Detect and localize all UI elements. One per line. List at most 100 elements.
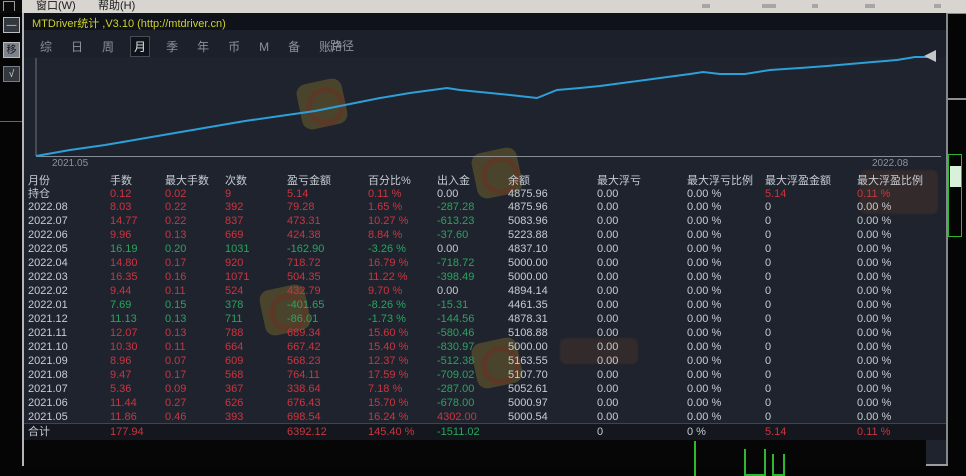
table-row[interactable]: 2021.09 8.96 0.07 609 568.23 12.37 % -512.38 51… bbox=[0, 354, 966, 368]
table-cell: 4875.96 bbox=[508, 187, 548, 200]
column-header[interactable]: 出入金 bbox=[437, 175, 470, 187]
table-cell: 626 bbox=[225, 396, 244, 409]
column-header[interactable]: 最大浮盈金额 bbox=[765, 175, 831, 187]
table-cell: 0.16 bbox=[165, 271, 187, 284]
table-cell: 5163.55 bbox=[508, 354, 548, 367]
table-cell: 79.28 bbox=[287, 201, 315, 214]
move-button[interactable]: 移 bbox=[3, 42, 20, 58]
check-button[interactable]: √ bbox=[3, 66, 20, 82]
table-cell: 0.13 bbox=[165, 327, 187, 339]
table-cell: 473.31 bbox=[287, 215, 321, 228]
column-header[interactable]: 余额 bbox=[508, 175, 530, 187]
table-row[interactable]: 2022.05 16.19 0.20 1031 -162.90 -3.26 % 0.00 48… bbox=[0, 242, 966, 256]
tab-备[interactable]: 备 bbox=[288, 40, 301, 54]
table-row[interactable]: 2022.02 9.44 0.11 524 432.79 9.70 % 0.00 4894.1… bbox=[0, 284, 966, 298]
table-cell: 0 bbox=[765, 382, 772, 395]
table-row[interactable]: 2022.04 14.80 0.17 920 718.72 16.79 % -718.72 5… bbox=[0, 256, 966, 270]
tab-年[interactable]: 年 bbox=[197, 40, 210, 54]
table-cell: 0 bbox=[765, 313, 772, 326]
table-cell: 10.27 % bbox=[368, 215, 409, 228]
backdrop bbox=[24, 440, 926, 466]
column-header[interactable]: 最大手数 bbox=[165, 175, 209, 187]
underlying-window-edge bbox=[948, 98, 966, 100]
table-row[interactable]: 2021.05 11.86 0.46 393 698.54 16.24 % 4302.00 5… bbox=[0, 410, 966, 424]
table-cell: 0.00 bbox=[597, 340, 619, 353]
panel-border[interactable] bbox=[946, 13, 948, 466]
table-cell: 2022.05 bbox=[28, 243, 68, 256]
table-cell: -678.00 bbox=[437, 396, 475, 409]
column-header[interactable]: 盈亏金额 bbox=[287, 175, 331, 187]
table-cell: 4878.31 bbox=[508, 313, 548, 326]
table-cell: 合计 bbox=[28, 426, 50, 438]
column-header[interactable]: 次数 bbox=[225, 175, 247, 187]
table-cell: 0 bbox=[765, 368, 772, 381]
column-header[interactable]: 手数 bbox=[110, 175, 132, 187]
table-cell: 0.00 bbox=[597, 201, 619, 214]
path-label[interactable]: 路径 bbox=[330, 39, 355, 53]
table-cell: 0.02 bbox=[165, 187, 187, 200]
table-cell: 0.13 bbox=[165, 229, 187, 242]
column-header[interactable]: 月份 bbox=[28, 175, 50, 187]
table-row[interactable]: 2022.08 8.03 0.22 392 79.28 1.65 % -287.28 4875… bbox=[0, 200, 966, 214]
minimize-button[interactable]: — bbox=[3, 17, 20, 33]
tab-季[interactable]: 季 bbox=[166, 40, 179, 54]
watermark-smudge bbox=[560, 338, 638, 364]
table-cell: 17.59 % bbox=[368, 368, 409, 381]
panel-titlebar[interactable]: MTDriver统计 ,V3.10 (http://mtdriver.cn) bbox=[24, 13, 946, 30]
table-cell: 0 bbox=[765, 257, 772, 270]
table-cell: -287.28 bbox=[437, 201, 475, 214]
table-cell: 2022.04 bbox=[28, 257, 68, 270]
table-cell: 0.00 % bbox=[687, 340, 722, 353]
table-cell: 0.17 bbox=[165, 257, 187, 270]
table-cell: 2021.06 bbox=[28, 396, 68, 409]
table-cell: 0.00 % bbox=[687, 396, 722, 409]
menu-window[interactable]: 窗口(W) bbox=[36, 0, 76, 12]
tab-账户[interactable]: 账户 bbox=[319, 40, 344, 54]
table-cell: -1511.02 bbox=[437, 426, 480, 438]
table-cell: 837 bbox=[225, 215, 244, 228]
table-row[interactable]: 2022.03 16.35 0.16 1071 504.35 11.22 % -398.49… bbox=[0, 270, 966, 284]
table-cell: 0.22 bbox=[165, 201, 187, 214]
tab-币[interactable]: 币 bbox=[228, 40, 241, 54]
panel-border bbox=[924, 464, 948, 466]
menu-help[interactable]: 帮助(H) bbox=[98, 0, 136, 12]
table-cell: 0.00 % bbox=[687, 271, 722, 284]
table-cell: 0.17 bbox=[165, 368, 187, 381]
table-cell: 0.00 % bbox=[857, 354, 892, 367]
tab-日[interactable]: 日 bbox=[71, 40, 84, 54]
table-row[interactable]: 2021.08 9.47 0.17 568 764.11 17.59 % -709.02 51… bbox=[0, 368, 966, 382]
table-cell: 2021.05 bbox=[28, 410, 68, 423]
table-cell: 14.77 bbox=[110, 215, 138, 228]
table-row[interactable]: 2021.12 11.13 0.13 711 -86.01 -1.73 % -144.56 4… bbox=[0, 312, 966, 326]
table-cell: 15.40 % bbox=[368, 340, 409, 353]
table-cell: 2021.11 bbox=[28, 327, 67, 339]
table-cell: 0.00 bbox=[437, 187, 459, 200]
table-row[interactable]: 2021.11 12.07 0.13 788 689.34 15.60 % -580.46 5… bbox=[0, 326, 966, 340]
table-cell: 5000.00 bbox=[508, 340, 548, 353]
table-cell: 0.09 bbox=[165, 382, 187, 395]
column-header[interactable]: 百分比% bbox=[368, 175, 411, 187]
table-cell: 16.35 bbox=[110, 271, 138, 284]
tab-月[interactable]: 月 bbox=[130, 36, 151, 57]
table-row[interactable]: 2021.07 5.36 0.09 367 338.64 7.18 % -287.00 505… bbox=[0, 382, 966, 396]
table-row[interactable]: 2022.01 7.69 0.15 378 -401.65 -8.26 % -15.31 44… bbox=[0, 298, 966, 312]
table-cell: 11.86 bbox=[110, 410, 137, 423]
table-row[interactable]: 2021.06 11.44 0.27 626 676.43 15.70 % -678.00 5… bbox=[0, 396, 966, 410]
table-cell: 0 bbox=[765, 340, 772, 353]
table-row[interactable]: 2022.07 14.77 0.22 837 473.31 10.27 % -613.23 5… bbox=[0, 214, 966, 228]
tab-综[interactable]: 综 bbox=[40, 40, 53, 54]
table-cell: 4875.96 bbox=[508, 201, 548, 214]
table-row[interactable]: 持仓 0.12 0.02 9 5.14 0.11 % 0.00 4875.96 0.00 0.00… bbox=[0, 187, 966, 201]
table-cell: 5.14 bbox=[287, 187, 309, 200]
table-row[interactable]: 2022.06 9.96 0.13 669 424.38 8.84 % -37.60 5223… bbox=[0, 228, 966, 242]
column-header[interactable]: 最大浮盈比例 bbox=[857, 175, 923, 187]
column-header[interactable]: 最大浮亏比例 bbox=[687, 175, 753, 187]
tab-周[interactable]: 周 bbox=[102, 40, 115, 54]
tab-M[interactable]: M bbox=[259, 40, 270, 54]
column-header[interactable]: 最大浮亏 bbox=[597, 175, 641, 187]
table-cell: 0.00 % bbox=[687, 299, 722, 312]
table-row[interactable]: 2021.10 10.30 0.11 664 667.42 15.40 % -830.97 5… bbox=[0, 340, 966, 354]
table-cell: 0 bbox=[597, 426, 604, 438]
total-row[interactable]: 合计 177.94 6392.12 145.40 % -1511.02 0 0 % 5.14 0… bbox=[0, 425, 966, 439]
table-cell: 8.03 bbox=[110, 201, 132, 214]
